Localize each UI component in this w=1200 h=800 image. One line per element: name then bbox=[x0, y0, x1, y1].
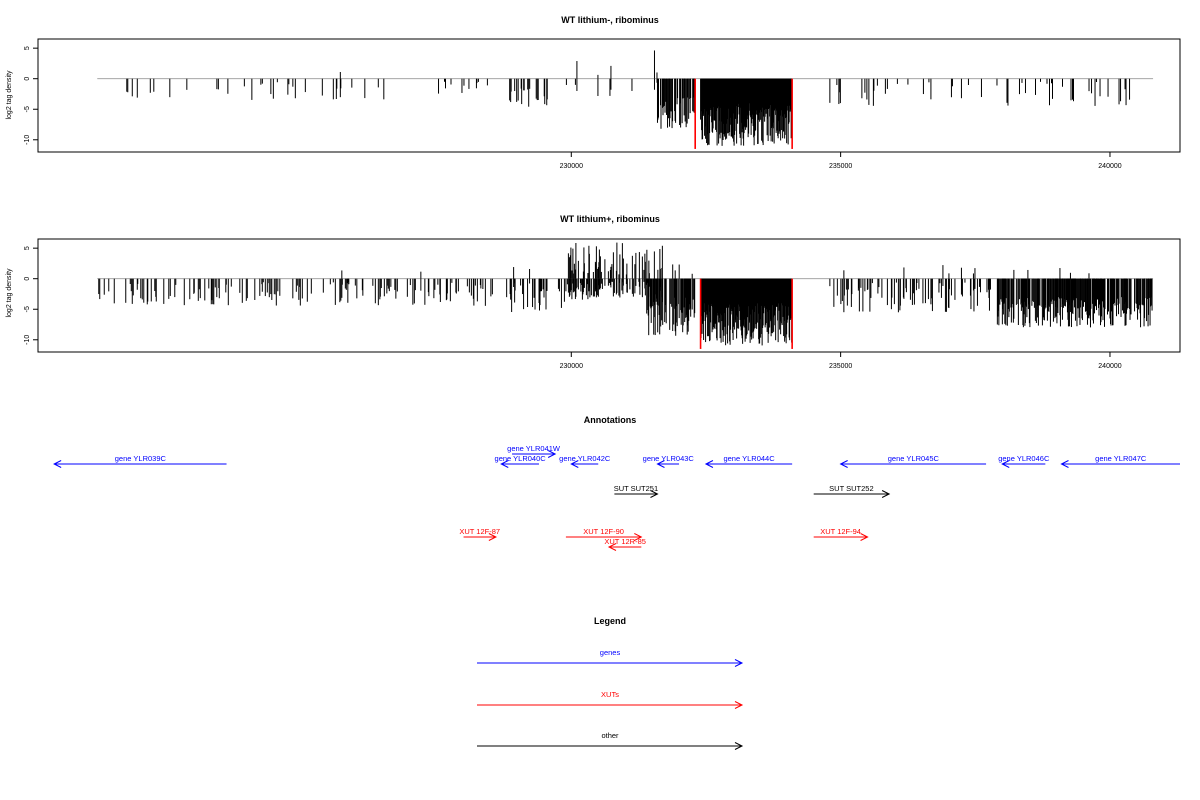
legend-arrow-head bbox=[734, 742, 744, 750]
y-tick-label: 0 bbox=[24, 77, 31, 81]
annotation-label: XUT 12F-94 bbox=[820, 527, 861, 536]
axes: 5 0 -5 -10 230000 235000 240000 bbox=[24, 246, 1122, 370]
annotation-arrow-head bbox=[881, 490, 891, 498]
annotation-arrow-head bbox=[570, 460, 579, 468]
density-plot-lithium-minus: WT lithium-, ribominus log2 tag density … bbox=[6, 15, 1181, 170]
y-tick-label: 0 bbox=[24, 277, 31, 281]
x-tick-label: 240000 bbox=[1098, 363, 1121, 370]
annotation-arrow-head bbox=[53, 460, 62, 468]
annotation-label: XUT 12F-87 bbox=[459, 527, 500, 536]
annotation-label: gene YLR039C bbox=[115, 454, 167, 463]
legend-items: genes XUTs other bbox=[477, 648, 744, 750]
annotation-label: gene YLR047C bbox=[1095, 454, 1147, 463]
annotation-label: gene YLR046C bbox=[998, 454, 1050, 463]
annotation-arrow-head bbox=[704, 460, 714, 468]
annotation-label: SUT SUT252 bbox=[829, 484, 873, 493]
x-tick-label: 240000 bbox=[1098, 163, 1121, 170]
annotation-arrow-head bbox=[656, 460, 665, 468]
legend-label: genes bbox=[600, 648, 621, 657]
annotation-arrow-head bbox=[607, 543, 617, 551]
annotation-label: gene YLR042C bbox=[559, 454, 611, 463]
annotation-arrow-head bbox=[547, 450, 557, 458]
annotation-arrow-head bbox=[1060, 460, 1069, 468]
x-tick-label: 230000 bbox=[560, 163, 583, 170]
y-tick-label: 5 bbox=[24, 246, 31, 250]
legend-label: other bbox=[601, 731, 619, 740]
legend-arrow-head bbox=[734, 701, 744, 709]
annotation-arrow-head bbox=[488, 533, 497, 541]
annotation-arrow-head bbox=[650, 490, 659, 498]
y-tick-label: 5 bbox=[24, 46, 31, 50]
annotation-label: XUT 12R-85 bbox=[604, 537, 646, 546]
plot-frame bbox=[37, 38, 1181, 153]
x-tick-label: 230000 bbox=[560, 363, 583, 370]
legend-title: Legend bbox=[594, 616, 626, 626]
annotation-arrow-head bbox=[500, 460, 509, 468]
annotation-label: gene YLR040C bbox=[495, 454, 547, 463]
x-tick-label: 235000 bbox=[829, 163, 852, 170]
panel-title: WT lithium-, ribominus bbox=[561, 15, 659, 25]
panel-title: WT lithium+, ribominus bbox=[560, 214, 660, 224]
annotation-label: SUT SUT251 bbox=[614, 484, 658, 493]
y-axis-label: log2 tag density bbox=[6, 268, 13, 318]
annotation-track: Annotations gene YLR039C gene YLR040Cgene… bbox=[53, 415, 1180, 551]
y-tick-label: -10 bbox=[24, 335, 31, 345]
annotation-label: gene YLR044C bbox=[723, 454, 775, 463]
y-axis-label: log2 tag density bbox=[6, 70, 13, 120]
legend-label: XUTs bbox=[601, 690, 619, 699]
annotation-label: gene YLR045C bbox=[888, 454, 940, 463]
y-tick-label: -5 bbox=[24, 306, 31, 312]
annotations-title: Annotations bbox=[584, 415, 637, 425]
density-bars bbox=[97, 50, 1154, 149]
annotation-arrow-head bbox=[1001, 460, 1010, 468]
density-bars bbox=[97, 242, 1154, 349]
annotation-arrow-head bbox=[860, 533, 869, 541]
annotation-label: gene YLR043C bbox=[643, 454, 695, 463]
plot-frame bbox=[37, 238, 1181, 353]
axes: 5 0 -5 -10 230000 235000 240000 bbox=[24, 46, 1122, 170]
annotation-label: XUT 12F-90 bbox=[583, 527, 624, 536]
y-tick-label: -5 bbox=[24, 106, 31, 112]
annotation-arrow-head bbox=[839, 460, 848, 468]
y-tick-label: -10 bbox=[24, 135, 31, 145]
x-tick-label: 235000 bbox=[829, 363, 852, 370]
annotation-label: gene YLR041W bbox=[507, 444, 561, 453]
density-plot-lithium-plus: WT lithium+, ribominus log2 tag density … bbox=[6, 214, 1181, 370]
legend: Legend genes XUTs other bbox=[477, 616, 744, 750]
annotation-arrow-head bbox=[634, 533, 643, 541]
legend-arrow-head bbox=[734, 659, 744, 667]
